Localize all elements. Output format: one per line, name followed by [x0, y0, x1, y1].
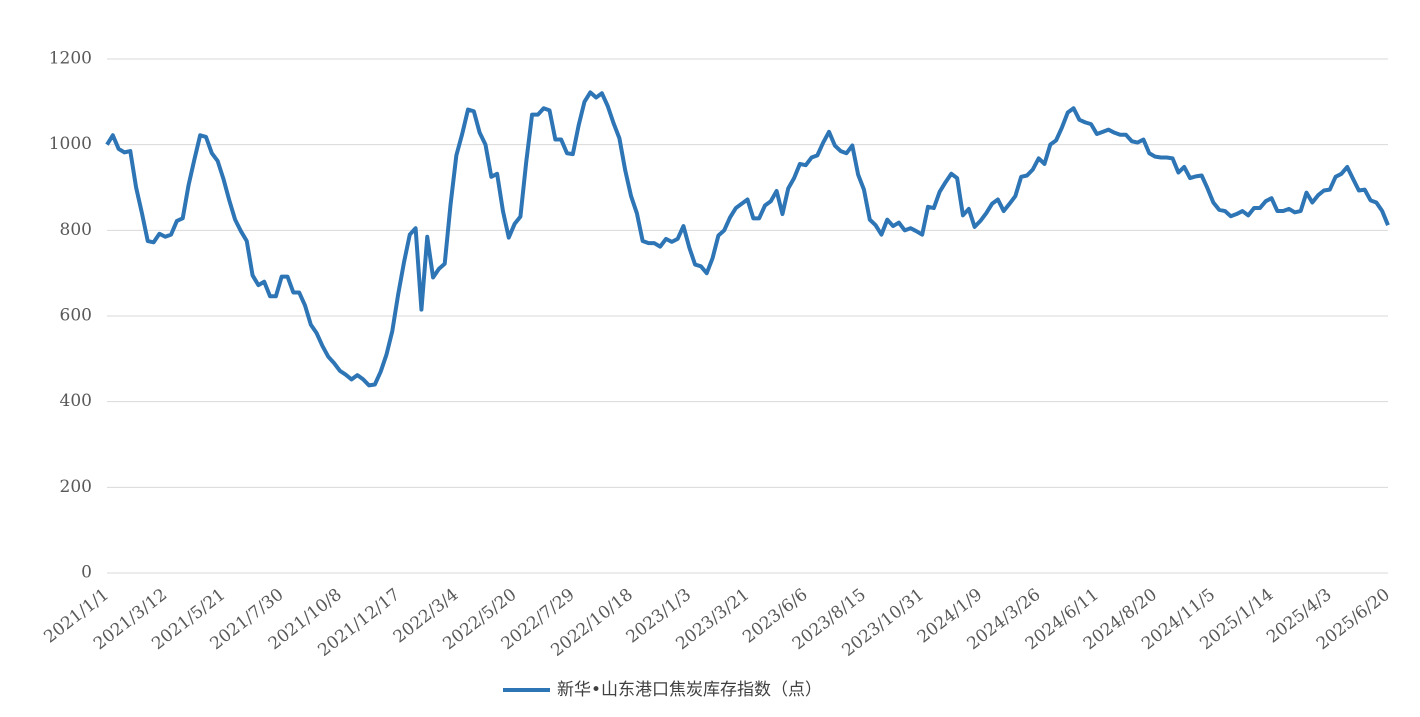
y-tick-label: 800 [60, 220, 92, 240]
legend-label: 新华•山东港口焦炭库存指数（点） [557, 680, 822, 700]
data-line [105, 90, 1390, 388]
y-tick-label: 400 [60, 391, 92, 411]
y-tick-label: 0 [81, 563, 92, 583]
y-tick-label: 600 [60, 306, 92, 326]
y-tick-label: 200 [60, 477, 92, 497]
y-tick-label: 1000 [49, 134, 92, 154]
y-tick-label: 1200 [49, 49, 92, 69]
